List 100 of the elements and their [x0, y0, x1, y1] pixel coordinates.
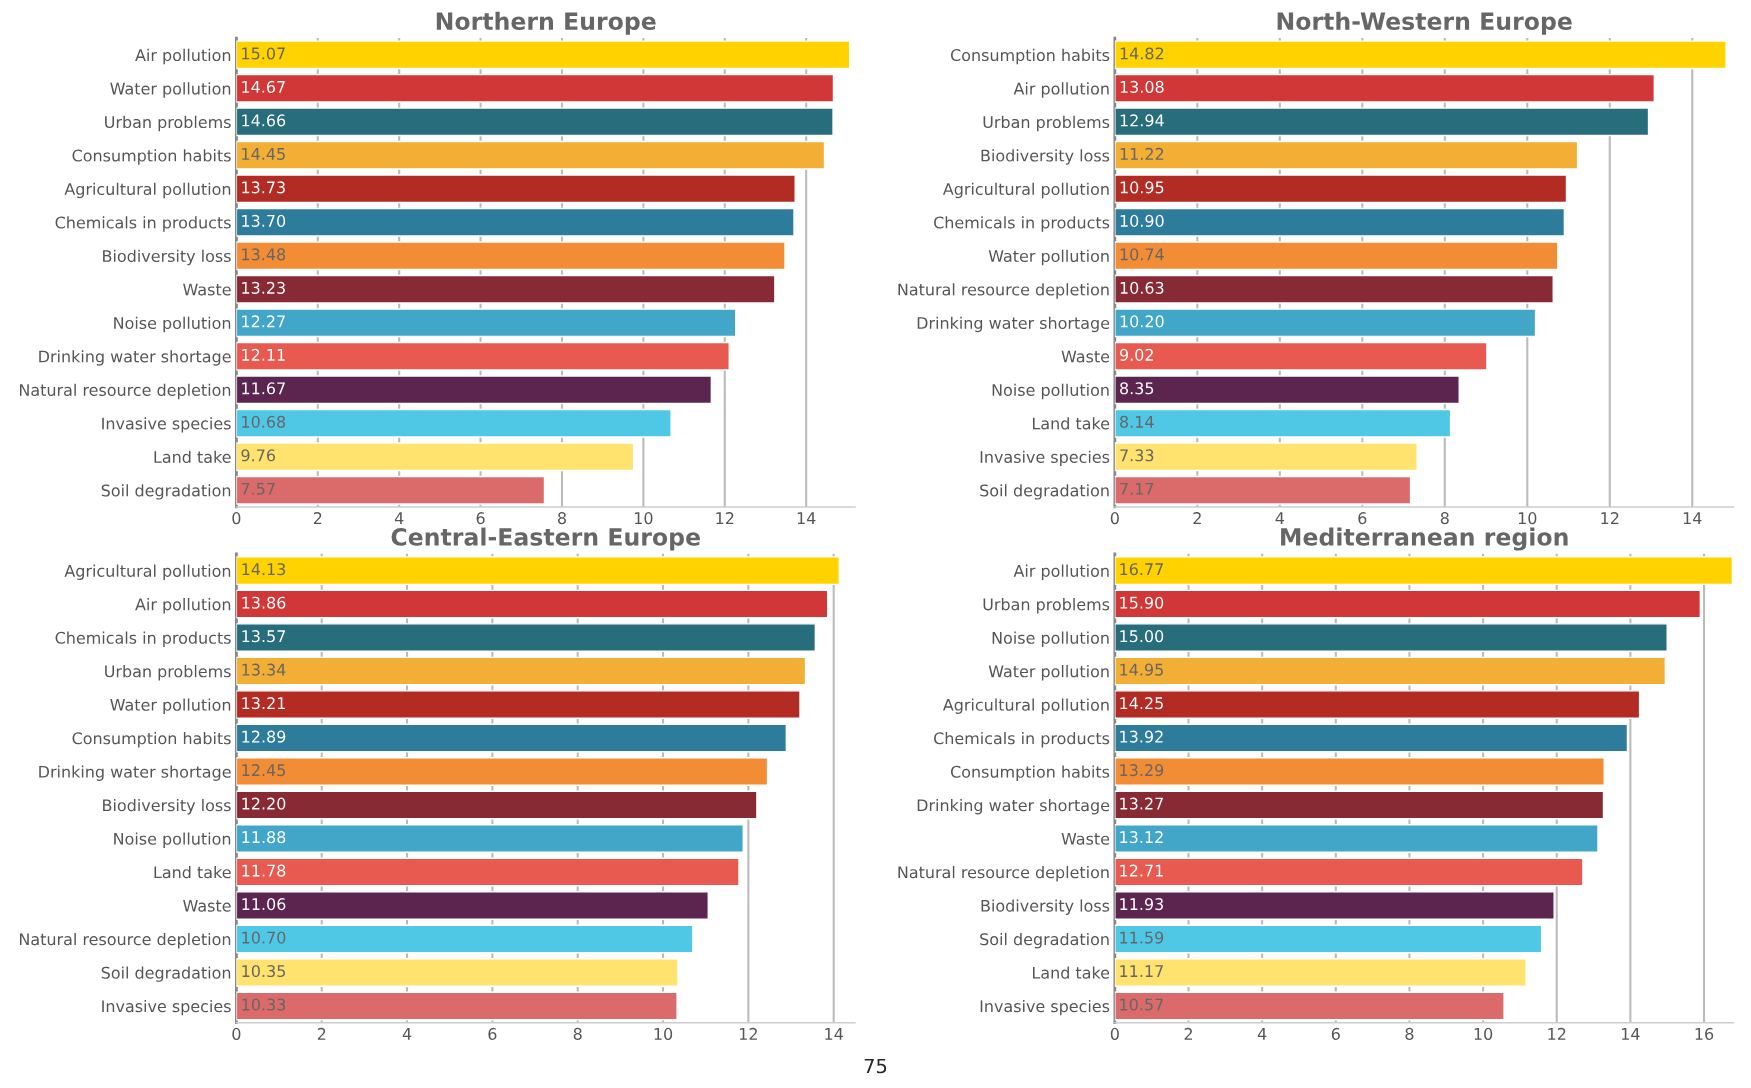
- data-label: 13.12: [1120, 831, 1163, 844]
- bar: [1114, 140, 1579, 170]
- bar: [236, 274, 776, 304]
- data-label: 8.14: [1120, 415, 1154, 428]
- bar: [1114, 790, 1605, 820]
- x-tick-label: 10: [654, 1027, 673, 1040]
- bar: [236, 991, 678, 1021]
- y-tick-label: Land take: [154, 865, 231, 879]
- x-tick-label: 12: [1601, 512, 1619, 524]
- x-tick-label: 6: [476, 512, 485, 525]
- bar: [236, 475, 546, 505]
- y-tick-label: Natural resource depletion: [19, 932, 231, 949]
- y-tick-label: Urban problems: [983, 598, 1110, 614]
- x-tick-label: 0: [232, 512, 241, 525]
- data-label: 14.67: [242, 80, 285, 93]
- y-tick-label: Biodiversity loss: [981, 149, 1110, 165]
- bar: [1114, 723, 1629, 753]
- data-label: 13.21: [242, 697, 285, 710]
- data-label: 7.17: [1120, 482, 1154, 495]
- bar: [1114, 891, 1555, 920]
- y-tick-label: Water pollution: [110, 82, 231, 98]
- bar: [1114, 757, 1605, 786]
- y-tick-label: Consumption habits: [950, 48, 1110, 65]
- x-tick-label: 8: [557, 512, 566, 525]
- y-tick-label: Consumption habits: [72, 149, 231, 165]
- x-tick-label: 10: [1474, 1027, 1493, 1040]
- bar: [236, 341, 730, 371]
- data-label: 12.27: [242, 315, 285, 328]
- x-tick-label: 14: [1683, 512, 1702, 524]
- data-label: 14.25: [1120, 697, 1163, 710]
- data-label: 11.22: [1120, 147, 1164, 160]
- y-tick-label: Drinking water shortage: [917, 798, 1110, 815]
- y-tick-label: Consumption habits: [950, 765, 1110, 781]
- x-tick-label: 14: [1621, 1028, 1640, 1040]
- y-tick-label: Soil degradation: [101, 484, 231, 500]
- y-tick-label: Noise pollution: [992, 631, 1109, 647]
- bar: [1114, 241, 1559, 271]
- data-label: 8.35: [1120, 382, 1154, 395]
- bar: [236, 107, 834, 137]
- x-tick-label: 2: [1184, 1027, 1192, 1040]
- data-label: 11.17: [1120, 965, 1163, 977]
- bar: [1114, 475, 1412, 505]
- y-tick-label: Chemicals in products: [55, 216, 231, 232]
- data-label: 13.34: [242, 663, 286, 676]
- data-label: 10.57: [1120, 998, 1163, 1011]
- x-tick-label: 4: [394, 512, 404, 524]
- bar: [1114, 40, 1727, 70]
- y-tick-label: Air pollution: [135, 598, 231, 614]
- bar: [1114, 623, 1668, 652]
- bar: [236, 656, 807, 686]
- y-tick-label: Soil degradation: [980, 484, 1109, 500]
- y-tick-label: Waste: [1061, 832, 1110, 845]
- data-label: 13.70: [242, 214, 286, 227]
- data-label: 7.57: [241, 482, 275, 495]
- bar: [236, 958, 679, 987]
- bar: [1114, 274, 1554, 304]
- bar: [1114, 589, 1702, 619]
- y-tick-label: Noise pollution: [114, 316, 231, 333]
- data-label: 16.77: [1120, 563, 1163, 576]
- bar: [236, 174, 796, 204]
- y-tick-label: Soil degradation: [101, 966, 231, 982]
- x-tick-label: 4: [402, 1028, 412, 1040]
- x-tick-label: 2: [313, 512, 322, 524]
- x-tick-label: 6: [488, 1027, 497, 1040]
- y-tick-label: Waste: [1061, 350, 1110, 363]
- data-label: 10.33: [242, 998, 286, 1011]
- data-label: 13.73: [242, 181, 285, 194]
- data-label: 15.07: [242, 47, 285, 60]
- bar: [236, 891, 709, 920]
- y-tick-label: Chemicals in products: [934, 216, 1110, 232]
- x-tick-label: 8: [1405, 1027, 1414, 1040]
- y-tick-label: Air pollution: [1013, 564, 1109, 580]
- bar: [236, 375, 713, 405]
- y-tick-label: Drinking water shortage: [917, 316, 1110, 333]
- data-label: 12.89: [242, 730, 286, 743]
- y-tick-label: Land take: [154, 450, 231, 464]
- data-label: 14.82: [1120, 47, 1164, 60]
- bar: [236, 690, 801, 719]
- x-tick-label: 4: [1275, 512, 1285, 524]
- y-tick-label: Air pollution: [1013, 82, 1109, 98]
- data-label: 14.45: [242, 148, 285, 160]
- y-tick-label: Chemicals in products: [934, 731, 1110, 748]
- y-tick-label: Agricultural pollution: [942, 182, 1109, 199]
- y-tick-label: Waste: [183, 899, 231, 912]
- chart-title: Northern Europe: [436, 11, 656, 35]
- y-tick-label: Noise pollution: [992, 383, 1109, 400]
- bar: [236, 40, 851, 70]
- y-tick-label: Urban problems: [105, 664, 231, 681]
- bar: [1114, 824, 1599, 853]
- data-label: 13.08: [1120, 80, 1164, 93]
- data-label: 14.13: [242, 563, 286, 576]
- y-tick-label: Consumption habits: [72, 731, 231, 748]
- y-tick-label: Invasive species: [980, 999, 1110, 1016]
- data-label: 9.76: [241, 449, 276, 462]
- data-label: 14.66: [242, 114, 286, 127]
- data-label: 10.20: [1120, 315, 1164, 328]
- data-label: 13.29: [1120, 764, 1164, 777]
- bar: [1114, 958, 1527, 987]
- y-tick-label: Noise pollution: [114, 832, 231, 848]
- y-tick-label: Chemicals in products: [55, 631, 231, 647]
